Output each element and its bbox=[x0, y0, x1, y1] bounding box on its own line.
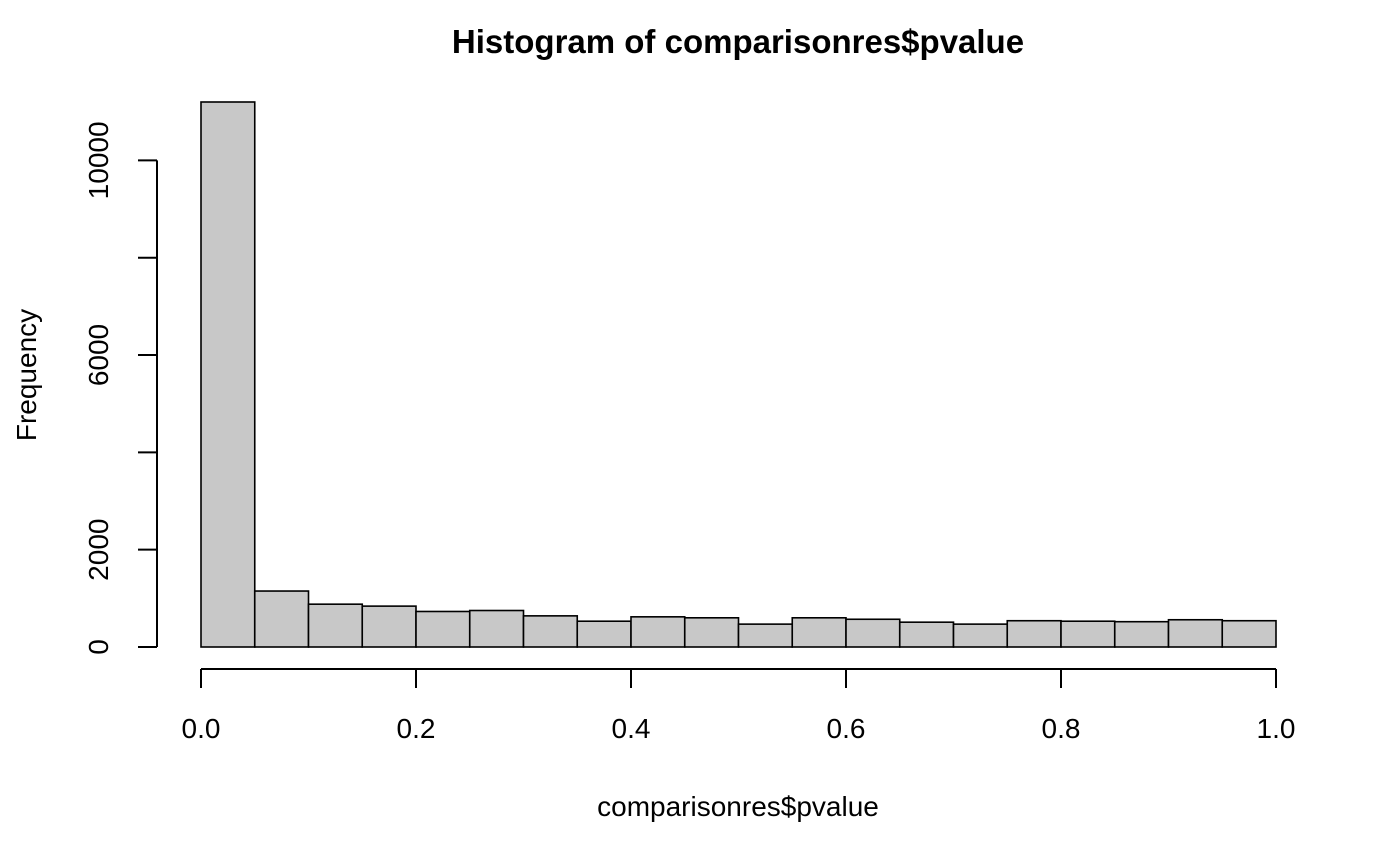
histogram-bar-10 bbox=[737, 623, 794, 648]
x-tick-label: 0.8 bbox=[1042, 713, 1081, 744]
x-tick-label: 0.6 bbox=[827, 713, 866, 744]
y-tick-label: 6000 bbox=[83, 324, 114, 386]
x-axis-ticks: 0.0 0.2 0.4 0.6 0.8 1.0 bbox=[182, 669, 1296, 744]
histogram-bar-5 bbox=[468, 609, 525, 648]
y-axis-ticks: 0 2000 6000 10000 bbox=[83, 121, 157, 655]
x-tick-label: 0.2 bbox=[397, 713, 436, 744]
histogram-bar-9 bbox=[683, 617, 740, 648]
x-tick-label: 0.0 bbox=[182, 713, 221, 744]
histogram-bar-12 bbox=[845, 618, 901, 648]
x-tick-label: 0.4 bbox=[612, 713, 651, 744]
y-tick-label: 2000 bbox=[83, 519, 114, 581]
y-axis-label: Frequency bbox=[11, 309, 42, 441]
chart-title: Histogram of comparisonres$pvalue bbox=[452, 23, 1024, 60]
x-tick-label: 1.0 bbox=[1257, 713, 1296, 744]
histogram-bar-2 bbox=[307, 603, 364, 648]
histogram-bar-15 bbox=[1006, 619, 1062, 648]
histogram-bar-8 bbox=[630, 616, 686, 648]
histogram-bar-13 bbox=[898, 621, 955, 648]
histogram-bar-18 bbox=[1167, 618, 1224, 648]
histogram-bar-19 bbox=[1221, 619, 1277, 648]
x-axis-label: comparisonres$pvalue bbox=[597, 791, 879, 822]
histogram-bar-6 bbox=[522, 615, 579, 648]
histogram-bar-14 bbox=[952, 623, 1009, 648]
histogram-bar-3 bbox=[361, 605, 417, 648]
histogram-bar-1 bbox=[253, 590, 310, 648]
histogram-bar-17 bbox=[1113, 620, 1170, 648]
histogram-bar-16 bbox=[1060, 620, 1116, 648]
histogram-bar-4 bbox=[415, 610, 471, 648]
histogram-bar-0 bbox=[200, 101, 256, 648]
y-tick-label: 0 bbox=[83, 639, 114, 655]
bars-group bbox=[200, 101, 1277, 648]
histogram-bar-7 bbox=[576, 620, 632, 648]
histogram-bar-11 bbox=[791, 617, 847, 648]
y-tick-label: 10000 bbox=[83, 121, 114, 199]
